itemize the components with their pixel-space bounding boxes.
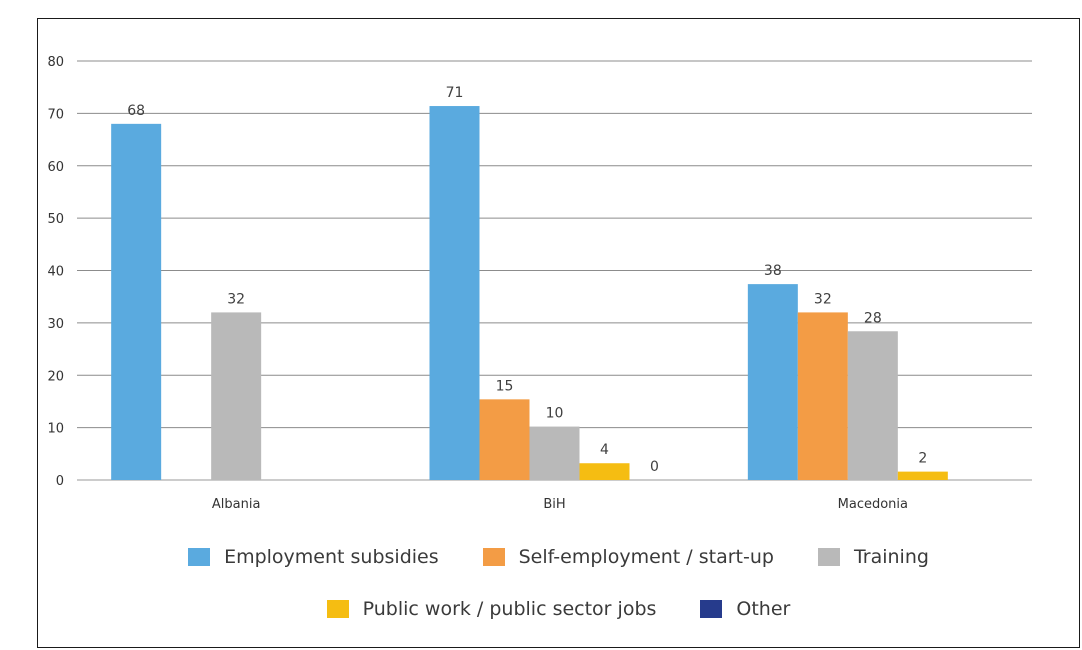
y-axis-ticks: 0 10 20 30 40 50 60 70 80 xyxy=(47,55,64,489)
data-label: 2 xyxy=(918,451,927,467)
legend-item-employment-subsidies: Employment subsidies xyxy=(188,546,439,568)
legend-row-2: Public work / public sector jobs Other xyxy=(37,598,1080,620)
bar-albania-0 xyxy=(111,123,162,480)
data-label: 38 xyxy=(764,263,782,279)
legend-item-public-work: Public work / public sector jobs xyxy=(326,598,657,620)
bar-bih-3 xyxy=(579,463,630,480)
y-tick-label: 60 xyxy=(47,160,64,175)
legend-label-training: Training xyxy=(853,546,929,568)
data-label: 10 xyxy=(546,406,564,422)
data-label: 32 xyxy=(814,291,832,307)
bar-macedonia-2 xyxy=(847,331,898,480)
legend-swatch-training xyxy=(817,548,840,566)
legend-swatch-employment-subsidies xyxy=(188,548,211,566)
bar-bih-1 xyxy=(479,399,530,480)
legend-label-employment-subsidies: Employment subsidies xyxy=(224,546,439,568)
legend-item-other: Other xyxy=(700,598,790,620)
category-labels: Albania BiH Macedonia xyxy=(212,497,908,512)
y-tick-label: 30 xyxy=(47,317,64,332)
data-label: 15 xyxy=(496,378,514,394)
category-label-albania: Albania xyxy=(212,497,261,512)
legend-row-1: Employment subsidies Self-employment / s… xyxy=(37,546,1080,568)
category-label-macedonia: Macedonia xyxy=(838,497,908,512)
legend-item-training: Training xyxy=(817,546,929,568)
y-tick-label: 10 xyxy=(47,422,64,437)
data-label: 32 xyxy=(227,291,245,307)
legend-label-other: Other xyxy=(736,598,791,620)
bar-bih-0 xyxy=(429,106,480,480)
data-label: 28 xyxy=(864,310,882,326)
bar-bih-2 xyxy=(529,426,580,480)
y-tick-label: 40 xyxy=(47,265,64,280)
legend-label-public-work: Public work / public sector jobs xyxy=(362,598,657,620)
data-label: 4 xyxy=(600,442,609,458)
bars xyxy=(111,106,948,480)
y-tick-label: 0 xyxy=(56,474,64,489)
data-labels: 68 32 71 15 10 4 0 38 32 28 2 xyxy=(127,85,927,475)
legend-swatch-other xyxy=(700,600,723,618)
y-tick-label: 20 xyxy=(47,369,64,384)
category-label-bih: BiH xyxy=(543,497,565,512)
legend-swatch-public-work xyxy=(326,600,349,618)
data-label: 71 xyxy=(446,85,464,101)
chart-frame xyxy=(37,18,1080,648)
y-tick-label: 50 xyxy=(47,212,64,227)
bar-macedonia-1 xyxy=(797,312,848,480)
legend-label-self-employment: Self-employment / start-up xyxy=(518,546,774,568)
bar-macedonia-3 xyxy=(897,471,948,480)
legend-swatch-self-employment xyxy=(482,548,505,566)
y-tick-label: 70 xyxy=(47,107,64,122)
legend-item-self-employment: Self-employment / start-up xyxy=(482,546,774,568)
bar-macedonia-0 xyxy=(747,284,798,480)
data-label: 68 xyxy=(127,103,145,119)
data-label: 0 xyxy=(650,459,659,475)
y-tick-label: 80 xyxy=(47,55,64,70)
bar-albania-2 xyxy=(211,312,262,480)
